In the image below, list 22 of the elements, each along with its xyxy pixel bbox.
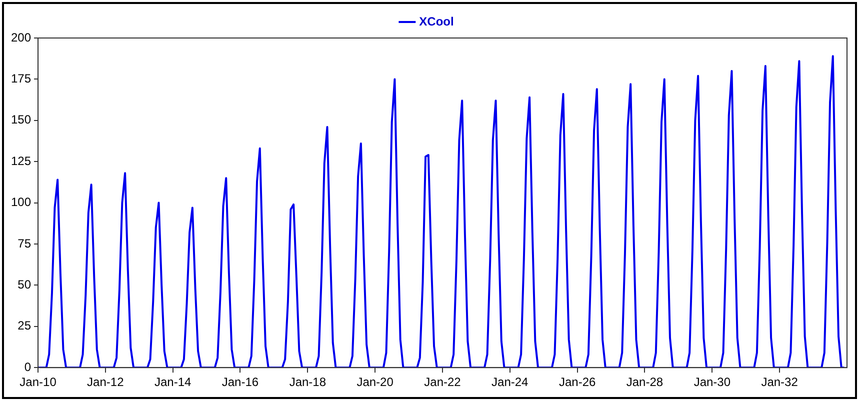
x-tick-label: Jan-24 <box>492 375 529 390</box>
y-tick-label: 25 <box>18 318 32 333</box>
x-tick-label: Jan-26 <box>558 375 596 390</box>
x-tick-label: Jan-28 <box>626 375 664 390</box>
y-tick-label: 125 <box>10 154 32 168</box>
y-tick-label: 175 <box>10 72 32 86</box>
x-tick-label: Jan-20 <box>356 375 394 390</box>
y-tick-label: 75 <box>18 236 32 250</box>
x-tick-label: Jan-32 <box>761 375 798 390</box>
y-tick-label: 150 <box>10 112 32 127</box>
x-tick-label: Jan-16 <box>222 375 259 390</box>
x-tick-label: Jan-14 <box>154 375 192 390</box>
x-tick-label: Jan-10 <box>20 375 57 390</box>
y-tick-label: 50 <box>18 278 32 292</box>
legend-label: XCool <box>419 14 454 28</box>
x-tick-label: Jan-18 <box>289 375 326 390</box>
x-tick-label: Jan-30 <box>694 375 731 390</box>
y-tick-label: 200 <box>10 30 32 44</box>
y-tick-label: 100 <box>10 195 32 210</box>
x-tick-label: Jan-22 <box>424 375 462 390</box>
x-tick-label: Jan-12 <box>87 375 124 390</box>
y-tick-label: 0 <box>24 360 32 374</box>
